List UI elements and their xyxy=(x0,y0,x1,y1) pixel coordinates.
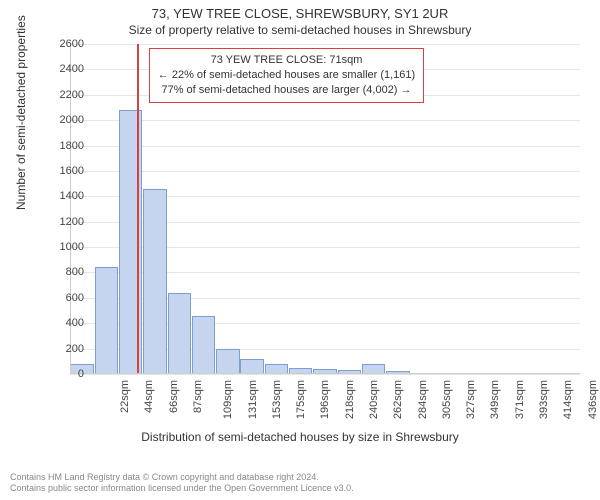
histogram-bar xyxy=(143,189,166,374)
histogram-bar xyxy=(168,293,191,374)
y-tick-label: 200 xyxy=(66,343,84,355)
x-tick-label: 327sqm xyxy=(465,380,477,419)
x-tick-label: 87sqm xyxy=(192,380,204,413)
property-marker-line xyxy=(137,44,139,374)
histogram-bar xyxy=(240,359,263,374)
annotation-line: ← 22% of semi-detached houses are smalle… xyxy=(158,68,415,83)
grid-line xyxy=(70,120,580,121)
chart-plot: 73 YEW TREE CLOSE: 71sqm← 22% of semi-de… xyxy=(70,44,580,374)
x-tick-label: 240sqm xyxy=(368,380,380,419)
chart-subtitle: Size of property relative to semi-detach… xyxy=(0,21,600,37)
x-axis-title: Distribution of semi-detached houses by … xyxy=(0,430,600,444)
y-tick-label: 2400 xyxy=(60,63,84,75)
y-tick-label: 2000 xyxy=(60,114,84,126)
x-tick-label: 349sqm xyxy=(490,380,502,419)
x-tick-label: 305sqm xyxy=(441,380,453,419)
histogram-bar xyxy=(95,267,118,374)
x-tick-label: 436sqm xyxy=(587,380,599,419)
footer-line-2: Contains public sector information licen… xyxy=(10,483,354,494)
x-tick-label: 131sqm xyxy=(247,380,259,419)
x-tick-label: 262sqm xyxy=(392,380,404,419)
grid-line xyxy=(70,374,580,375)
footer-line-1: Contains HM Land Registry data © Crown c… xyxy=(10,472,354,483)
histogram-bar xyxy=(119,110,142,374)
chart-title: 73, YEW TREE CLOSE, SHREWSBURY, SY1 2UR xyxy=(0,0,600,21)
y-tick-label: 1400 xyxy=(60,190,84,202)
x-tick-label: 44sqm xyxy=(143,380,155,413)
x-tick-label: 153sqm xyxy=(271,380,283,419)
grid-line xyxy=(70,146,580,147)
histogram-bar xyxy=(216,349,239,374)
annotation-line: 77% of semi-detached houses are larger (… xyxy=(158,83,415,98)
y-tick-label: 800 xyxy=(66,266,84,278)
y-tick-label: 2600 xyxy=(60,38,84,50)
x-tick-label: 196sqm xyxy=(320,380,332,419)
x-tick-label: 414sqm xyxy=(562,380,574,419)
x-tick-label: 109sqm xyxy=(222,380,234,419)
y-tick-label: 1800 xyxy=(60,140,84,152)
footer-credits: Contains HM Land Registry data © Crown c… xyxy=(10,472,354,495)
x-tick-label: 371sqm xyxy=(514,380,526,419)
y-tick-label: 1200 xyxy=(60,216,84,228)
annotation-box: 73 YEW TREE CLOSE: 71sqm← 22% of semi-de… xyxy=(149,48,424,103)
x-tick-label: 66sqm xyxy=(168,380,180,413)
histogram-bar xyxy=(192,316,215,374)
y-tick-label: 1600 xyxy=(60,165,84,177)
x-tick-label: 218sqm xyxy=(344,380,356,419)
x-tick-label: 393sqm xyxy=(538,380,550,419)
y-axis-title: Number of semi-detached properties xyxy=(14,15,28,210)
x-tick-label: 284sqm xyxy=(417,380,429,419)
y-tick-label: 400 xyxy=(66,317,84,329)
x-axis-line xyxy=(70,373,580,374)
y-tick-label: 2200 xyxy=(60,89,84,101)
x-tick-label: 175sqm xyxy=(295,380,307,419)
x-tick-label: 22sqm xyxy=(119,380,131,413)
grid-line xyxy=(70,171,580,172)
y-tick-label: 1000 xyxy=(60,241,84,253)
annotation-line: 73 YEW TREE CLOSE: 71sqm xyxy=(158,53,415,68)
y-tick-label: 0 xyxy=(78,368,84,380)
y-tick-label: 600 xyxy=(66,292,84,304)
grid-line xyxy=(70,44,580,45)
